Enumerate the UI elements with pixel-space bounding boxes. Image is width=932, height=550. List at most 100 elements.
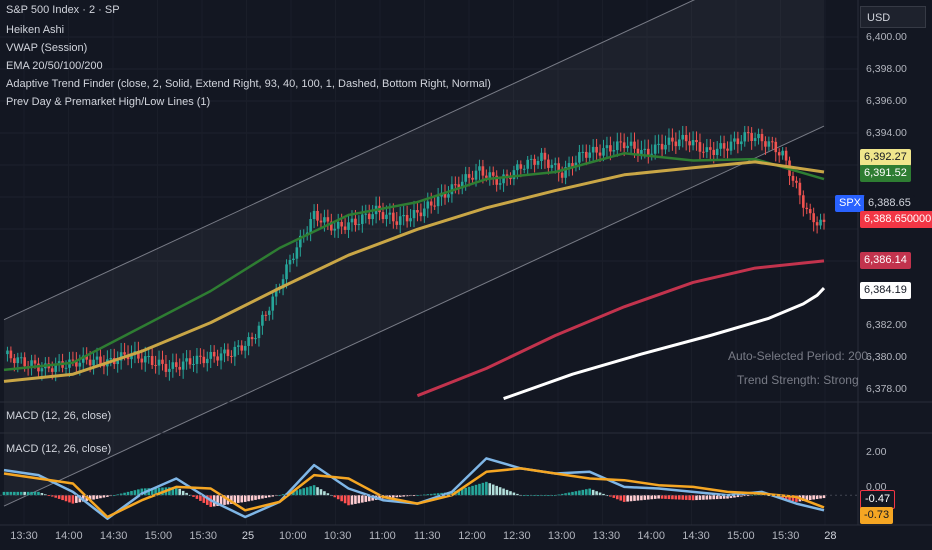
macd-histogram-bar [123,492,126,496]
macd-histogram-bar [474,484,478,496]
candle-body [726,148,729,151]
candle-body [236,345,240,347]
macd-histogram-bar [171,487,175,496]
macd-histogram-bar [464,487,467,496]
macd-histogram-bar [119,493,123,496]
macd-histogram-bar [350,495,354,505]
macd-histogram-bar [364,495,368,502]
candle-body [543,152,547,160]
candle-body [784,150,788,161]
macd-histogram-bar [323,491,326,496]
macd-histogram-bar [526,495,529,497]
candle-body [185,358,188,362]
macd-histogram-bar [491,484,495,496]
macd-histogram-bar [347,495,350,506]
indicator-heiken-ashi[interactable]: Heiken Ashi [6,24,65,36]
macd-histogram-bar [512,492,516,496]
macd-histogram-bar [612,495,616,498]
candle-body [691,140,695,146]
macd-histogram-bar [130,491,133,496]
candle-body [536,160,540,165]
time-tick: 14:00 [637,530,665,542]
candle-body [550,164,554,168]
macd-histogram-bar [250,495,254,501]
current-price-badge: 6,388.650000 [860,211,932,228]
candle-body [819,219,822,226]
macd-histogram-bar [154,487,157,496]
macd-tick: 2.00 [866,446,887,458]
time-tick: 15:00 [144,530,173,542]
macd-histogram-bar [691,495,695,501]
candle-body [336,221,340,229]
indicator-adaptive-trend[interactable]: Adaptive Trend Finder (close, 2, Solid, … [6,78,491,90]
macd-pane-title[interactable]: MACD (12, 26, close) [6,410,112,422]
macd-histogram-bar [674,495,678,500]
macd-histogram-bar [478,483,481,496]
macd-histogram-bar [37,491,40,496]
macd-histogram-bar [264,495,268,498]
candle-body [781,150,784,156]
macd-histogram-bar [822,495,826,499]
macd-histogram-bar [784,495,788,500]
time-tick: 10:00 [279,530,307,542]
ema-100-line [416,259,825,398]
candle-body [367,213,371,220]
macd-histogram-bar [505,489,509,496]
candle-body [398,216,402,225]
candle-body [192,363,195,365]
ema-20-line [3,152,825,372]
candle-body [516,164,519,171]
candle-body [171,362,175,369]
currency-button[interactable]: USD [860,6,926,28]
macd-histogram-bar [137,489,140,496]
macd-histogram-bar [181,490,185,496]
candle-body [519,164,523,169]
candle-body [736,138,740,145]
macd-histogram-bar [57,495,61,499]
candle-body [671,137,674,142]
price-tick: 6,382.00 [866,319,907,331]
macd-histogram-bar [591,489,595,496]
indicator-prev-day-lines[interactable]: Prev Day & Premarket High/Low Lines (1) [6,96,211,108]
candle-body [40,368,44,372]
candle-body [746,132,750,134]
candle-body [85,355,88,360]
candle-body [429,201,433,206]
macd-histogram-bar [95,495,99,499]
macd-histogram-bar [429,493,433,496]
macd-histogram-bar [9,491,13,496]
indicator-ema[interactable]: EMA 20/50/100/200 [6,60,103,72]
candle-body [264,314,268,316]
macd-histogram-bar [722,495,726,499]
macd-histogram-bar [2,491,6,496]
candle-body [722,143,726,149]
macd-legend[interactable]: MACD (12, 26, close) [6,443,112,455]
candle-body [733,138,736,142]
time-tick: 15:30 [189,530,217,542]
candle-body [205,358,209,364]
candle-body [71,359,75,361]
symbol-badge[interactable]: SPX [835,195,866,212]
indicator-vwap[interactable]: VWAP (Session) [6,42,88,54]
macd-histogram-bar [202,495,206,503]
macd-histogram-bar [168,487,171,496]
candle-body [161,359,164,364]
candle-body [436,196,440,207]
candle-body [667,137,671,145]
symbol-title[interactable]: S&P 500 Index · 2 · SP [6,4,120,16]
macd-histogram-bar [450,491,454,496]
macd-histogram-bar [354,495,357,504]
candle-body [195,355,199,364]
candle-body [602,148,605,156]
candle-body [309,219,312,233]
macd-histogram-bar [295,490,299,496]
macd-histogram-bar [643,495,647,500]
candle-body [471,177,474,180]
macd-histogram-bar [715,495,719,500]
trend-period-label: Auto-Selected Period: 200 [728,349,869,363]
candle-body [75,360,78,367]
candle-body [729,141,733,151]
candle-body [188,358,192,365]
